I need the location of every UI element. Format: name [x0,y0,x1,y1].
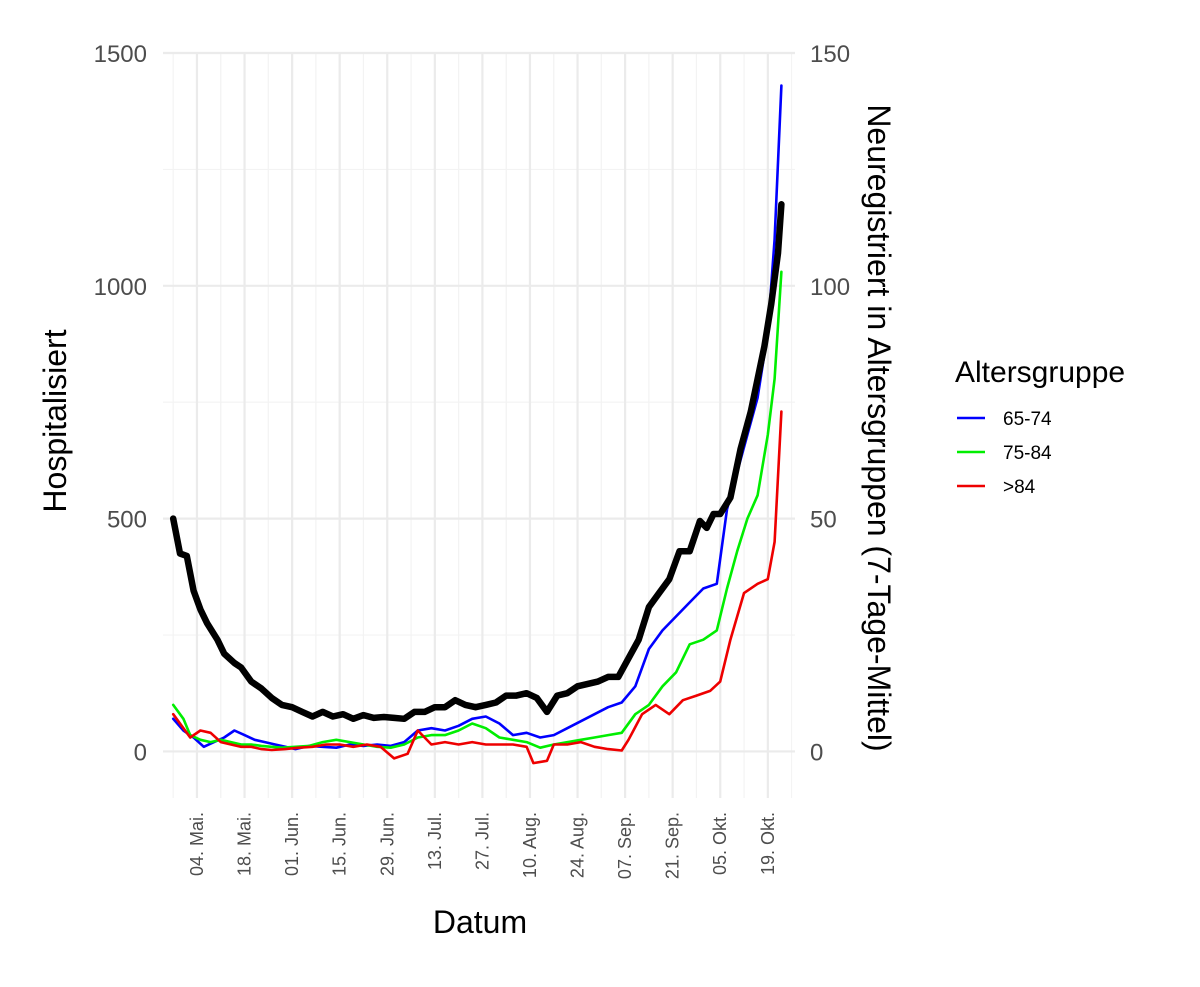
legend-label: 65-74 [1003,409,1052,430]
y-tick-label-left: 500 [107,507,147,534]
hospitalized-line [169,201,785,723]
legend-label: 75-84 [1003,443,1052,464]
y-tick-label-right: 0 [810,739,823,766]
y-tick-label-left: 1500 [94,41,147,68]
y-tick-label-right: 100 [810,274,850,301]
x-tick-label: 27. Jul. [472,812,492,870]
legend-label: >84 [1003,477,1036,498]
x-tick-label: 10. Aug. [520,812,540,878]
series-line-84 [171,410,783,765]
y-tick-label-right: 50 [810,507,837,534]
y-axis-left-title: Hospitalisiert [37,329,73,512]
grid [163,51,795,798]
y-axis-left-ticks: 0 500 1000 1500 [94,41,147,766]
legend-title: Altersgruppe [955,356,1125,389]
series-line-7584 [171,270,783,749]
x-tick-label: 24. Aug. [568,812,588,878]
x-tick-label: 05. Okt. [710,812,730,875]
y-axis-right-title: Neuregistriert in Altersgruppen (7-Tage-… [861,104,897,751]
x-tick-label: 04. Mai. [187,812,207,876]
series-lines [169,84,785,765]
x-axis-title: Datum [433,904,527,940]
legend: Altersgruppe 65-74 75-84 >84 [955,356,1125,498]
series-line-6574 [171,84,783,751]
x-tick-label: 01. Jun. [282,812,302,876]
x-tick-label: 18. Mai. [235,812,255,876]
legend-items: 65-74 75-84 >84 [957,409,1052,498]
x-tick-label: 19. Okt. [758,812,778,875]
y-tick-label-left: 1000 [94,274,147,301]
x-tick-label: 15. Jun. [330,812,350,876]
x-tick-label: 07. Sep. [615,812,635,879]
x-axis-ticks: 04. Mai. 18. Mai. 01. Jun. 15. Jun. 29. Jun.… [187,812,778,879]
x-tick-label: 21. Sep. [663,812,683,879]
y-tick-label-right: 150 [810,41,850,68]
x-tick-label: 13. Jul. [425,812,445,870]
y-axis-right-ticks: 0 50 100 150 [810,41,850,766]
y-tick-label-left: 0 [134,739,147,766]
x-tick-label: 29. Jun. [377,812,397,876]
